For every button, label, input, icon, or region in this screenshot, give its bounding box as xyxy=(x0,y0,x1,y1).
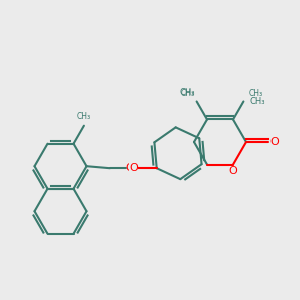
Text: O: O xyxy=(229,166,237,176)
Text: CH₃: CH₃ xyxy=(249,97,265,106)
Text: CH₃: CH₃ xyxy=(248,89,262,98)
Text: O: O xyxy=(271,137,280,147)
Text: CH₃: CH₃ xyxy=(179,88,195,98)
Text: CH₃: CH₃ xyxy=(181,89,195,98)
Text: O: O xyxy=(125,163,134,173)
Text: CH₃: CH₃ xyxy=(77,112,91,121)
Text: O: O xyxy=(129,163,138,173)
Text: O: O xyxy=(270,137,278,147)
